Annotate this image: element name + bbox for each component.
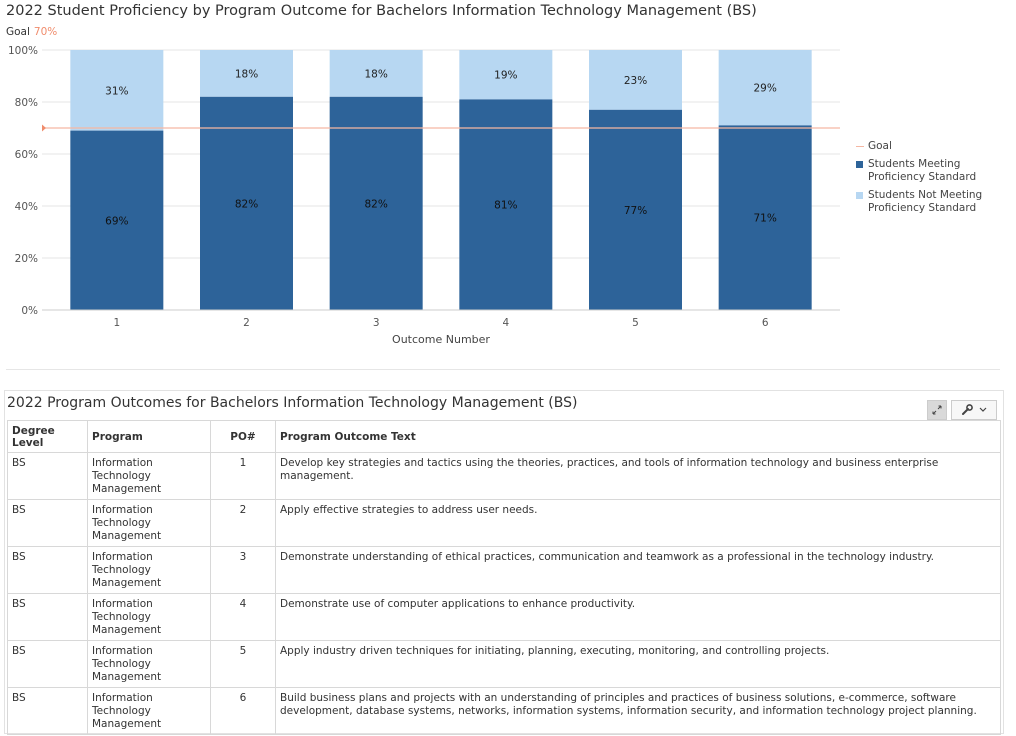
bar-not-meeting xyxy=(718,50,812,126)
cell-degree: BS xyxy=(7,499,88,547)
header-program[interactable]: Program xyxy=(87,420,211,453)
cell-program: Information Technology Management xyxy=(87,593,211,641)
bar-not-meeting xyxy=(589,50,682,110)
bar-meeting xyxy=(718,125,812,311)
cell-po: 3 xyxy=(210,546,276,594)
bar-meeting xyxy=(200,96,293,310)
data-label-not-meeting: 31% xyxy=(105,85,128,97)
panel-title: 2022 Program Outcomes for Bachelors Info… xyxy=(7,395,578,411)
bar-meeting xyxy=(329,96,423,310)
table-row: BS Information Technology Management 1 D… xyxy=(7,452,1001,500)
bar-not-meeting xyxy=(200,50,293,97)
data-label-meeting: 81% xyxy=(494,200,517,212)
bar-not-meeting xyxy=(70,50,164,131)
cell-program: Information Technology Management xyxy=(87,546,211,594)
cell-degree: BS xyxy=(7,687,88,735)
expand-icon xyxy=(932,405,942,415)
cell-po: 4 xyxy=(210,593,276,641)
data-label-meeting: 71% xyxy=(753,213,776,225)
bar-meeting xyxy=(70,130,164,310)
x-tick-label: 4 xyxy=(502,317,509,329)
y-tick-label: 100% xyxy=(8,45,38,57)
cell-degree: BS xyxy=(7,640,88,688)
cell-program: Information Technology Management xyxy=(87,640,211,688)
chart-legend: Goal Students Meeting Proficiency Standa… xyxy=(856,140,1008,220)
x-tick-label: 2 xyxy=(243,317,250,329)
goal-line-swatch xyxy=(856,146,864,147)
x-tick-label: 1 xyxy=(113,317,120,329)
outcomes-table: Degree Level Program PO# Program Outcome… xyxy=(7,420,1001,735)
meeting-swatch xyxy=(856,161,863,168)
goal-marker xyxy=(42,124,46,132)
header-po-number[interactable]: PO# xyxy=(210,420,276,453)
header-degree-level[interactable]: Degree Level xyxy=(7,420,88,453)
cell-text: Apply industry driven techniques for ini… xyxy=(275,640,1001,688)
goal-label: Goal xyxy=(6,26,30,38)
not-meeting-swatch xyxy=(856,192,863,199)
cell-program: Information Technology Management xyxy=(87,499,211,547)
data-label-meeting: 69% xyxy=(105,215,128,227)
wrench-icon xyxy=(962,404,973,415)
cell-text: Build business plans and projects with a… xyxy=(275,687,1001,735)
bar-not-meeting xyxy=(329,50,423,97)
data-label-meeting: 82% xyxy=(364,198,387,210)
data-label-not-meeting: 29% xyxy=(753,83,776,95)
x-axis-title: Outcome Number xyxy=(392,333,490,346)
cell-text: Apply effective strategies to address us… xyxy=(275,499,1001,547)
data-label-not-meeting: 23% xyxy=(624,75,647,87)
cell-po: 1 xyxy=(210,452,276,500)
data-label-meeting: 82% xyxy=(235,198,258,210)
legend-item-goal[interactable]: Goal xyxy=(856,140,1008,153)
cell-text: Demonstrate understanding of ethical pra… xyxy=(275,546,1001,594)
x-tick-label: 3 xyxy=(373,317,380,329)
x-tick-label: 6 xyxy=(762,317,769,329)
chart-title: 2022 Student Proficiency by Program Outc… xyxy=(6,3,757,19)
data-label-not-meeting: 18% xyxy=(364,68,387,80)
legend-item-not-meeting[interactable]: Students Not Meeting Proficiency Standar… xyxy=(856,189,1008,215)
y-tick-label: 0% xyxy=(21,305,38,317)
table-header-row: Degree Level Program PO# Program Outcome… xyxy=(7,420,1001,453)
table-row: BS Information Technology Management 4 D… xyxy=(7,593,1001,641)
stacked-bar-chart: 0% 20% 40% 60% 80% 100% 69% 31% 1 82% 18% 2 82% 18% 3 8… xyxy=(8,45,840,346)
goal-indicator: Goal 70% xyxy=(6,26,57,38)
bar-meeting xyxy=(459,99,553,311)
cell-po: 5 xyxy=(210,640,276,688)
data-label-meeting: 77% xyxy=(624,205,647,217)
settings-menu-button[interactable] xyxy=(951,400,997,420)
table-row: BS Information Technology Management 2 A… xyxy=(7,499,1001,547)
panel-tools xyxy=(927,400,997,420)
outcomes-panel: 2022 Program Outcomes for Bachelors Info… xyxy=(4,390,1004,735)
bar-not-meeting xyxy=(459,50,553,100)
y-tick-label: 80% xyxy=(15,97,38,109)
y-tick-label: 20% xyxy=(15,253,38,265)
cell-text: Demonstrate use of computer applications… xyxy=(275,593,1001,641)
cell-po: 2 xyxy=(210,499,276,547)
table-row: BS Information Technology Management 5 A… xyxy=(7,640,1001,688)
legend-label-goal: Goal xyxy=(868,140,892,152)
legend-label-meeting: Students Meeting Proficiency Standard xyxy=(868,158,977,183)
legend-label-not-meeting: Students Not Meeting Proficiency Standar… xyxy=(868,189,983,214)
data-label-not-meeting: 18% xyxy=(235,68,258,80)
section-divider xyxy=(6,369,1000,370)
header-outcome-text[interactable]: Program Outcome Text xyxy=(275,420,1001,453)
cell-degree: BS xyxy=(7,452,88,500)
bar-meeting xyxy=(589,109,682,310)
cell-degree: BS xyxy=(7,546,88,594)
cell-degree: BS xyxy=(7,593,88,641)
cell-po: 6 xyxy=(210,687,276,735)
x-tick-label: 5 xyxy=(632,317,639,329)
y-tick-label: 40% xyxy=(15,201,38,213)
cell-text: Develop key strategies and tactics using… xyxy=(275,452,1001,500)
cell-program: Information Technology Management xyxy=(87,687,211,735)
chevron-down-icon xyxy=(979,407,987,412)
data-label-not-meeting: 19% xyxy=(494,70,517,82)
cell-program: Information Technology Management xyxy=(87,452,211,500)
expand-button[interactable] xyxy=(927,400,947,420)
y-tick-label: 60% xyxy=(15,149,38,161)
legend-item-meeting[interactable]: Students Meeting Proficiency Standard xyxy=(856,158,1008,184)
table-row: BS Information Technology Management 6 B… xyxy=(7,687,1001,735)
table-row: BS Information Technology Management 3 D… xyxy=(7,546,1001,594)
goal-value: 70% xyxy=(33,26,58,38)
